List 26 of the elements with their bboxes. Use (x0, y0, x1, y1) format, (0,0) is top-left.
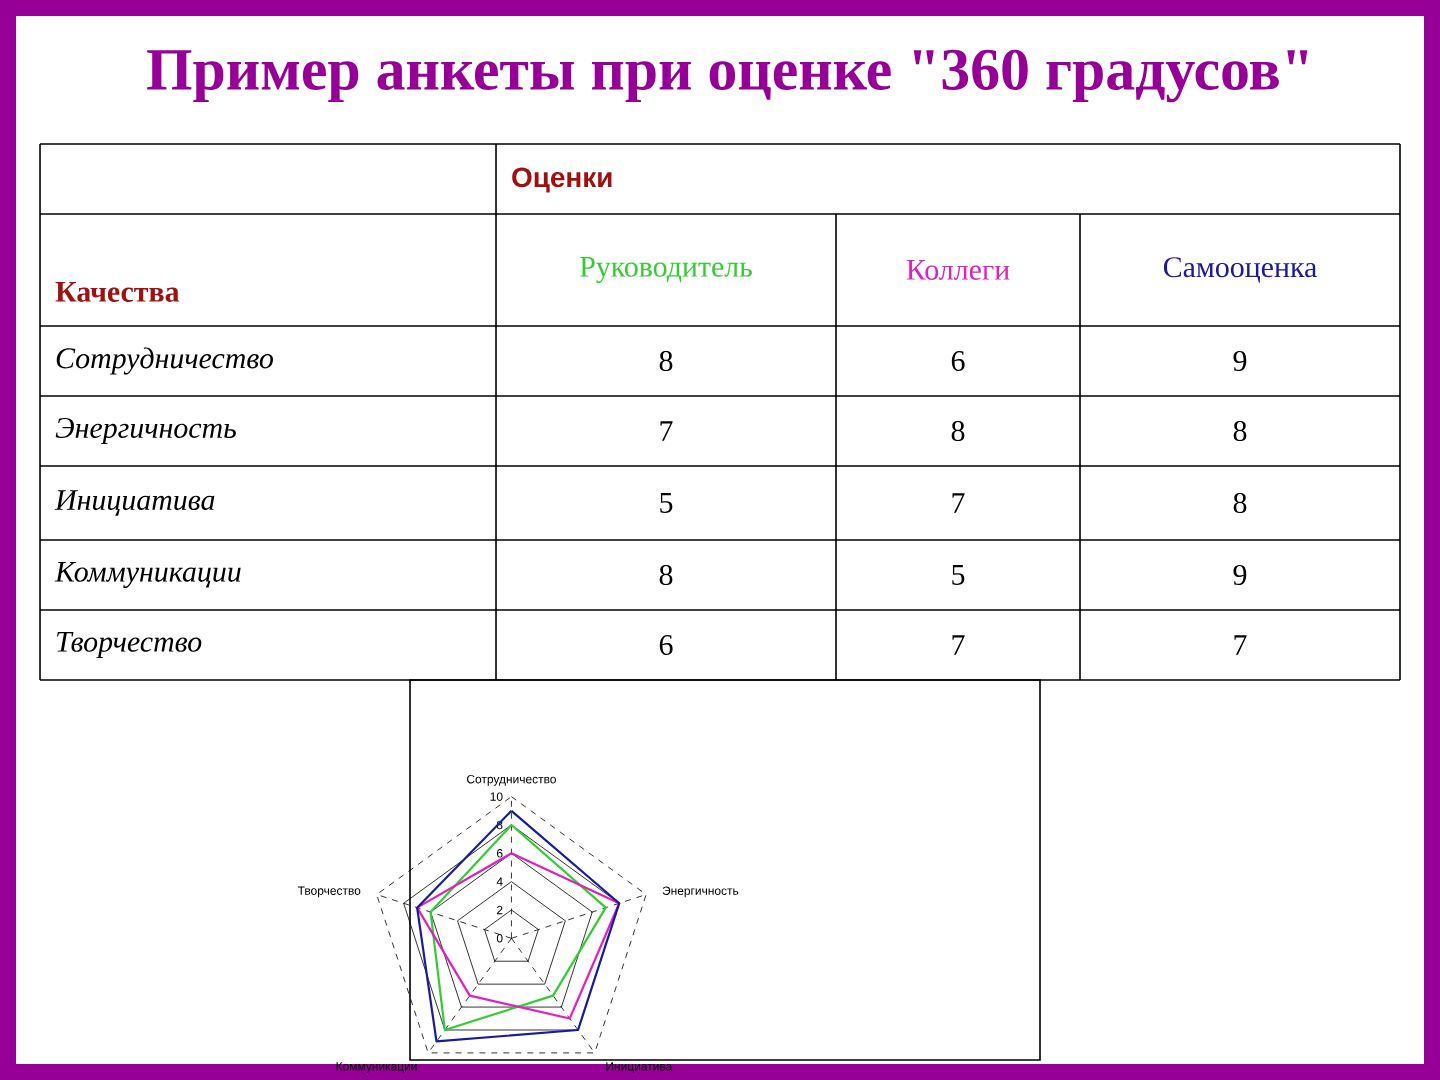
text: 7 (952, 635, 965, 655)
text: 8 (1233, 492, 1247, 514)
text: Самооценка (1163, 257, 1317, 283)
text: 9 (1233, 564, 1247, 585)
text: 9 (1233, 350, 1247, 372)
chart-title: Пример анкеты при оценке "360 градусов" (147, 49, 1308, 103)
legend-title: Оценки (512, 167, 612, 193)
text: Качества (55, 282, 180, 302)
text: 6 (951, 350, 965, 372)
category-label: Коммуникации (54, 561, 241, 588)
text: 5 (660, 493, 673, 513)
text: 8 (659, 564, 673, 586)
text: 8 (1233, 420, 1247, 442)
text: 8 (659, 350, 673, 372)
category-label: Инициатива (54, 490, 215, 516)
category-label: Творчество (57, 632, 202, 658)
text: 7 (660, 421, 673, 441)
text: 8 (951, 420, 965, 442)
text: 5 (952, 565, 965, 585)
category-label: Энергичность (55, 417, 236, 445)
text: Руководитель (580, 256, 752, 283)
text: 6 (659, 634, 673, 655)
text: 7 (952, 493, 965, 513)
text: Коллеги (906, 260, 1010, 280)
text: 7 (1234, 635, 1247, 655)
category-label: Сотрудничество (56, 347, 273, 375)
